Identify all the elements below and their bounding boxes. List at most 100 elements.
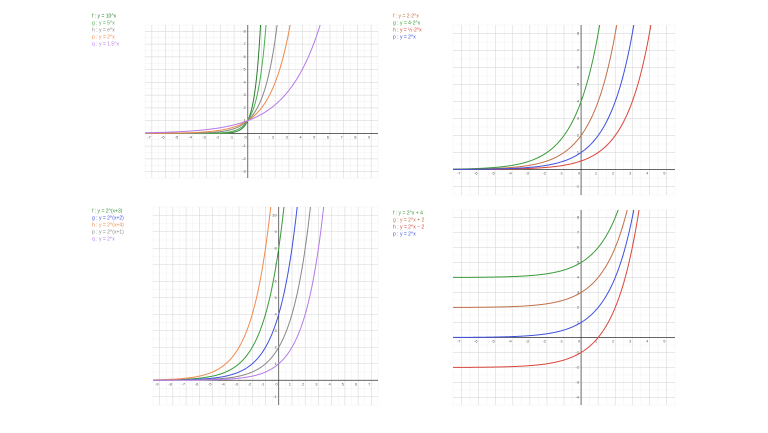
function-curve: [453, 25, 635, 170]
function-curve: [453, 210, 640, 368]
function-curve: [453, 25, 618, 170]
x-tick-label: -4: [508, 171, 512, 176]
y-tick-label: 4: [244, 79, 247, 84]
legend-entry: f : y = 2·2^x: [393, 13, 419, 19]
x-tick-label: -7: [147, 134, 151, 139]
function-curve: [453, 210, 635, 338]
y-tick-label: 7: [244, 41, 247, 46]
y-tick-label: -1: [242, 143, 246, 148]
x-tick-label: -7: [182, 381, 186, 386]
x-tick-label: 2: [612, 339, 615, 344]
x-tick-label: 6: [327, 134, 330, 139]
legend-entry: h : y = e^x: [92, 27, 115, 33]
x-tick-label: -3: [202, 134, 206, 139]
y-tick-label: 9: [275, 229, 278, 234]
x-tick-label: -2: [542, 171, 546, 176]
y-tick-label: 10: [272, 212, 277, 217]
y-tick-label: 6: [275, 278, 278, 283]
x-tick-label: -5: [208, 381, 212, 386]
x-tick-label: -5: [491, 339, 495, 344]
legend-entry: f : y = 2^(x+3): [92, 208, 123, 214]
y-tick-label: 7: [577, 48, 580, 53]
x-tick-label: -5: [175, 134, 179, 139]
x-tick-label: -7: [457, 339, 461, 344]
y-tick-label: 2: [577, 305, 580, 310]
graph-panel: -7 -6 -5 -4 -3 -2 -1 0 1 2 3 4 5 -4 -3 -2 -1 1 2 3 4 5 6 7 8 f : …: [393, 209, 676, 406]
function-curve: [153, 207, 325, 381]
y-tick-label: 8: [244, 28, 247, 33]
y-tick-label: 8: [275, 245, 278, 250]
x-tick-label: -6: [161, 134, 165, 139]
x-tick-label: -3: [525, 339, 529, 344]
x-tick-label: -9: [155, 381, 159, 386]
x-tick-label: 7: [368, 381, 371, 386]
y-tick-label: -1: [576, 184, 580, 189]
x-tick-label: -1: [559, 339, 563, 344]
x-tick-label: 3: [629, 339, 632, 344]
y-tick-label: 4: [577, 99, 580, 104]
x-tick-label: 2: [612, 171, 615, 176]
legend-entry: f : y = 10^x: [92, 13, 117, 19]
x-tick-label: 8: [354, 134, 357, 139]
y-tick-label: 2: [577, 133, 580, 138]
x-tick-label: 5: [663, 339, 666, 344]
x-tick-label: -5: [491, 171, 495, 176]
x-tick-label: 5: [663, 171, 666, 176]
x-tick-label: 0: [578, 339, 581, 344]
legend-entry: p : y = 2^x: [393, 34, 416, 40]
y-tick-label: -2: [242, 156, 246, 161]
y-tick-label: 5: [275, 295, 278, 300]
x-tick-label: -6: [474, 339, 478, 344]
legend-entry: g : y = 5^x: [92, 20, 115, 26]
y-tick-label: 6: [577, 65, 580, 70]
x-tick-label: 3: [629, 171, 632, 176]
y-tick-label: -1: [576, 350, 580, 355]
y-tick-label: -3: [576, 380, 580, 385]
legend-entry: h : y = ½·2^x: [393, 26, 422, 33]
y-tick-label: 1: [275, 361, 278, 366]
legend-entry: p : y = 2^x: [393, 231, 416, 237]
x-tick-label: -3: [234, 381, 238, 386]
x-tick-label: 9: [368, 134, 371, 139]
function-curve: [153, 207, 311, 381]
y-tick-label: 3: [577, 116, 580, 121]
y-tick-label: 5: [577, 82, 580, 87]
y-tick-label: -4: [576, 395, 580, 400]
x-tick-label: 4: [299, 134, 302, 139]
function-curve: [453, 25, 601, 170]
function-curve: [145, 25, 262, 134]
x-tick-label: 1: [258, 134, 261, 139]
y-tick-label: 8: [577, 31, 580, 36]
graph-panel: -9 -8 -7 -6 -5 -4 -3 -2 -1 0 1 2 3 4 5 6 7-112345678910f…: [92, 206, 379, 406]
legend-entry: p : y = 2^x: [92, 34, 115, 40]
x-tick-label: -6: [474, 171, 478, 176]
y-tick-label: -1: [273, 394, 277, 399]
legend-entry: f : y = 2^x + 4: [393, 210, 423, 216]
x-tick-label: -1: [230, 134, 234, 139]
y-tick-label: 2: [275, 344, 278, 349]
function-curve: [145, 25, 291, 134]
y-tick-label: -2: [576, 365, 580, 370]
x-tick-label: 4: [328, 381, 331, 386]
x-tick-label: 1: [595, 171, 598, 176]
x-tick-label: 2: [302, 381, 305, 386]
x-tick-label: 7: [341, 134, 344, 139]
x-tick-label: -4: [221, 381, 225, 386]
y-tick-label: -3: [242, 169, 246, 174]
x-tick-label: 3: [286, 134, 289, 139]
x-tick-label: 2: [272, 134, 275, 139]
y-tick-label: 6: [577, 245, 580, 250]
y-tick-label: 3: [577, 290, 580, 295]
x-tick-label: -1: [261, 381, 265, 386]
x-tick-label: 0: [276, 381, 279, 386]
x-tick-label: -1: [559, 171, 563, 176]
y-tick-label: 6: [244, 54, 247, 59]
y-tick-label: 4: [275, 311, 278, 316]
legend-entry: q : y = 2^x: [92, 236, 115, 242]
x-tick-label: -7: [457, 171, 461, 176]
graph-panel: -7 -6 -5 -4 -3 -2 -1 0 1 2 3 4 5 6 7 8 9 -3 -2 -1 1 2 3 4 5 6 7 8 f …: [92, 13, 379, 179]
x-tick-label: 5: [342, 381, 345, 386]
legend-entry: g : y = 2^(x+2): [92, 215, 124, 221]
function-curve: [145, 25, 321, 134]
